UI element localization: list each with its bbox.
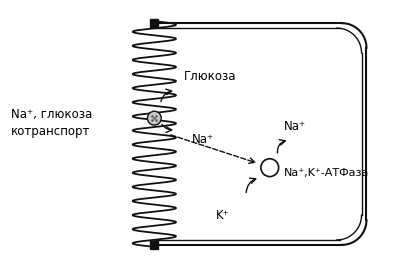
Text: Na⁺, глюкоза
котранспорт: Na⁺, глюкоза котранспорт (11, 108, 92, 138)
Bar (151, 19, 158, 27)
Circle shape (261, 159, 279, 177)
Text: Глюкоза: Глюкоза (184, 70, 237, 83)
Text: Na⁺: Na⁺ (192, 133, 214, 146)
Bar (151, 241, 158, 249)
Circle shape (147, 111, 161, 125)
Text: Na⁺: Na⁺ (284, 120, 306, 133)
Text: Na⁺,K⁺-АТФаза: Na⁺,K⁺-АТФаза (284, 168, 369, 178)
Text: K⁺: K⁺ (215, 209, 229, 222)
